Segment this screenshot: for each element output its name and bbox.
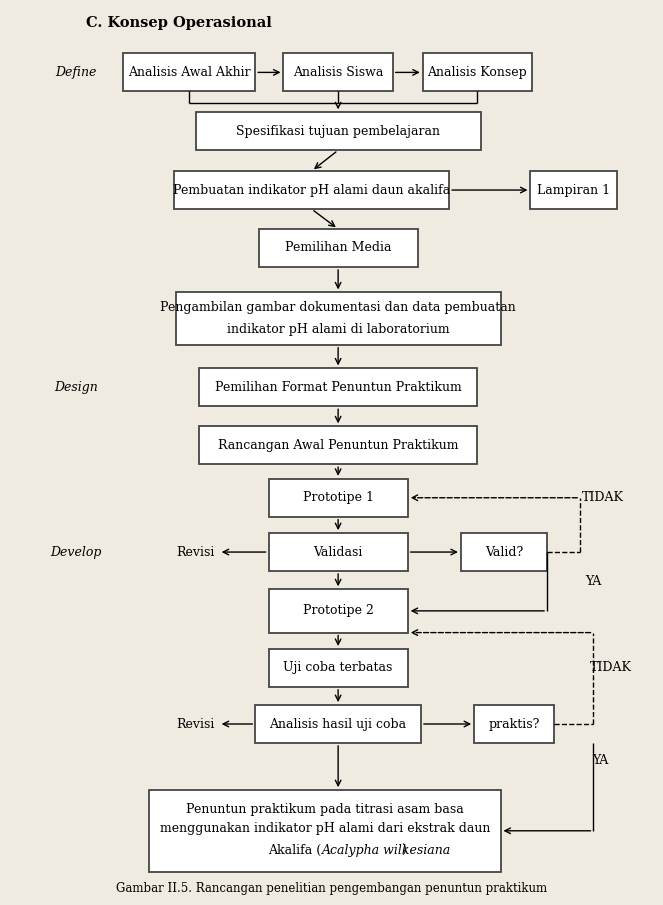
Text: Pembuatan indikator pH alami daun akalifa: Pembuatan indikator pH alami daun akalif… bbox=[173, 184, 450, 196]
Text: Lampiran 1: Lampiran 1 bbox=[537, 184, 610, 196]
Text: Design: Design bbox=[54, 381, 98, 394]
Bar bbox=[284, 53, 393, 91]
Bar bbox=[199, 426, 477, 464]
Text: Uji coba terbatas: Uji coba terbatas bbox=[284, 662, 392, 674]
Bar bbox=[423, 53, 532, 91]
Bar bbox=[199, 368, 477, 406]
Bar bbox=[196, 112, 481, 150]
Text: Valid?: Valid? bbox=[485, 546, 523, 558]
Text: Pemilihan Media: Pemilihan Media bbox=[285, 242, 391, 254]
Bar bbox=[255, 705, 421, 743]
Text: Prototipe 1: Prototipe 1 bbox=[302, 491, 374, 504]
Bar bbox=[259, 229, 418, 267]
Text: Analisis Siswa: Analisis Siswa bbox=[293, 66, 383, 79]
Text: C. Konsep Operasional: C. Konsep Operasional bbox=[86, 15, 272, 30]
Text: menggunakan indikator pH alami dari ekstrak daun: menggunakan indikator pH alami dari ekst… bbox=[160, 823, 490, 835]
Text: indikator pH alami di laboratorium: indikator pH alami di laboratorium bbox=[227, 323, 450, 336]
Text: YA: YA bbox=[592, 754, 608, 767]
Bar bbox=[530, 171, 617, 209]
Bar bbox=[269, 589, 408, 633]
Bar bbox=[123, 53, 255, 91]
Text: Penuntun praktikum pada titrasi asam basa: Penuntun praktikum pada titrasi asam bas… bbox=[186, 803, 463, 815]
Text: Prototipe 2: Prototipe 2 bbox=[303, 605, 373, 617]
Text: Rancangan Awal Penuntun Praktikum: Rancangan Awal Penuntun Praktikum bbox=[218, 439, 458, 452]
Text: Develop: Develop bbox=[50, 546, 102, 558]
Text: Define: Define bbox=[56, 66, 97, 79]
Bar bbox=[176, 292, 501, 345]
Text: Pemilihan Format Penuntun Praktikum: Pemilihan Format Penuntun Praktikum bbox=[215, 381, 461, 394]
Text: TIDAK: TIDAK bbox=[582, 491, 625, 504]
Bar bbox=[149, 790, 501, 872]
Bar bbox=[269, 649, 408, 687]
Text: ): ) bbox=[401, 844, 406, 857]
Text: Gambar II.5. Rancangan penelitian pengembangan penuntun praktikum: Gambar II.5. Rancangan penelitian pengem… bbox=[116, 882, 547, 895]
Text: Akalifa (: Akalifa ( bbox=[269, 844, 322, 857]
Text: Pengambilan gambar dokumentasi dan data pembuatan: Pengambilan gambar dokumentasi dan data … bbox=[160, 301, 516, 314]
Text: Spesifikasi tujuan pembelajaran: Spesifikasi tujuan pembelajaran bbox=[236, 125, 440, 138]
Bar bbox=[269, 533, 408, 571]
Bar bbox=[461, 533, 547, 571]
Text: TIDAK: TIDAK bbox=[590, 662, 633, 674]
Text: Analisis Konsep: Analisis Konsep bbox=[428, 66, 527, 79]
Bar bbox=[474, 705, 554, 743]
Text: Acalypha wilkesiana: Acalypha wilkesiana bbox=[322, 844, 451, 857]
Bar bbox=[174, 171, 450, 209]
Text: YA: YA bbox=[585, 575, 601, 587]
Text: Analisis hasil uji coba: Analisis hasil uji coba bbox=[270, 718, 406, 730]
Text: Revisi: Revisi bbox=[176, 546, 215, 558]
Text: praktis?: praktis? bbox=[488, 718, 540, 730]
Text: Analisis Awal Akhir: Analisis Awal Akhir bbox=[128, 66, 250, 79]
Text: Validasi: Validasi bbox=[314, 546, 363, 558]
Bar bbox=[269, 479, 408, 517]
Text: Revisi: Revisi bbox=[176, 718, 215, 730]
